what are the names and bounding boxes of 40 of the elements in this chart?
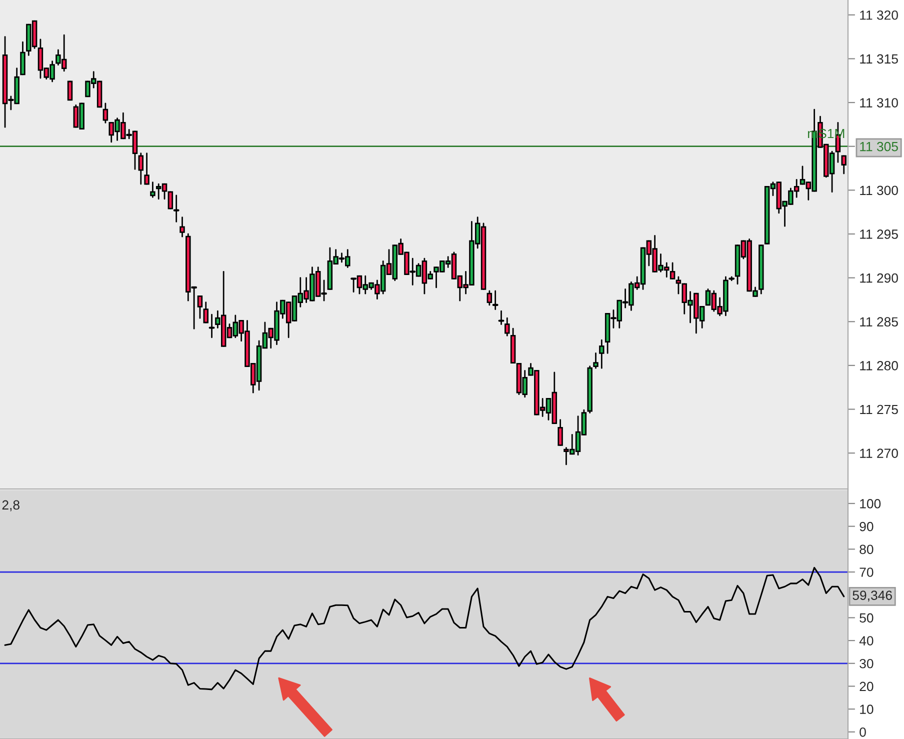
y-tick-label: 11 305 <box>860 142 898 152</box>
y-tick-label: 11 320 <box>860 10 898 20</box>
candlestick <box>841 155 846 174</box>
y-tick-label: 90 <box>860 522 874 532</box>
y-tick-label: 11 295 <box>860 230 898 239</box>
y-tick-label: 100 <box>860 499 881 508</box>
y-tick-label: 80 <box>860 544 874 554</box>
y-tick-label: 20 <box>860 682 874 692</box>
candlestick <box>670 262 676 280</box>
y-tick-label: 11 310 <box>860 98 898 108</box>
y-tick-label: 0 <box>860 727 866 737</box>
y-tick-label: 11 290 <box>860 273 898 283</box>
y-tick-label: 11 315 <box>860 54 898 64</box>
annotation: 2,8 <box>2 500 20 512</box>
candlestick <box>599 339 604 369</box>
candlestick <box>593 352 598 369</box>
candlestick <box>150 182 156 198</box>
y-tick-label: 50 <box>860 613 874 623</box>
candlestick <box>67 80 73 101</box>
y-tick-label: 30 <box>860 658 874 668</box>
line-series <box>4 566 845 690</box>
candlestick <box>504 317 510 336</box>
text: 59,346 <box>852 590 892 602</box>
y-tick-label: 11 300 <box>860 186 898 196</box>
y-tick-label: 11 270 <box>860 448 898 458</box>
candlestick <box>180 216 185 238</box>
candlestick <box>486 290 492 306</box>
candlestick <box>203 302 208 324</box>
y-tick-label: 10 <box>860 704 874 714</box>
y-tick-label: 70 <box>860 568 874 577</box>
candlestick <box>102 102 108 124</box>
y-tick-label: 40 <box>859 636 874 646</box>
y-tick-label: 11 285 <box>860 317 898 327</box>
candlestick <box>197 296 203 319</box>
y-tick-label: 11 275 <box>860 404 898 414</box>
candlestick <box>144 152 150 185</box>
candlestick <box>138 152 144 185</box>
candlestick <box>20 41 26 76</box>
y-tick-label: 11 280 <box>860 361 898 370</box>
candlestick <box>558 419 563 446</box>
